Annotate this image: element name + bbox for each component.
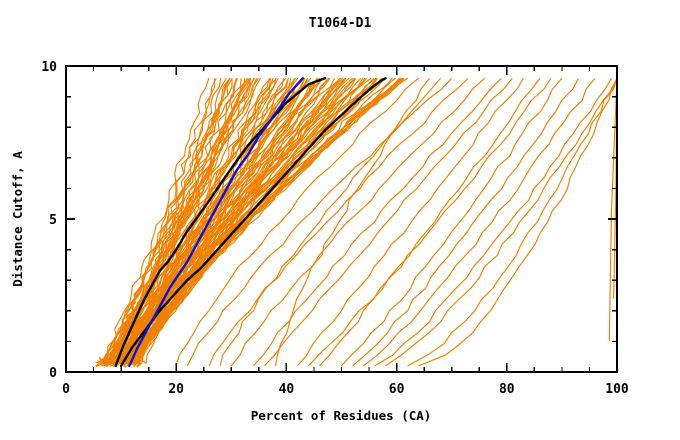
ensemble-curve [119, 77, 323, 365]
ensemble-curve [95, 78, 210, 364]
ensemble-curve [136, 77, 408, 368]
ensemble-outlier-curve [208, 77, 469, 367]
ensemble-curve [103, 78, 231, 365]
page-title: T1064-D1 [308, 16, 372, 31]
ensemble-curve [140, 77, 404, 365]
target-curve-line [128, 77, 305, 368]
ensemble-outlier-curve [319, 77, 541, 367]
ensemble-curve [117, 77, 330, 365]
y-axis-label: Distance Cutoff, A [10, 151, 25, 287]
ensemble-outlier-curve [352, 77, 579, 367]
y-axis-ticks [66, 65, 617, 373]
x-axis-label: Percent of Residues (CA) [251, 408, 432, 423]
ensemble-curve [105, 77, 259, 367]
ensemble-outlier-curve [296, 77, 524, 367]
ensemble-curve [132, 77, 382, 365]
ensemble-curves [95, 77, 617, 368]
ensemble-saturating-curve [608, 78, 617, 342]
ensemble-outlier-curve [407, 78, 617, 367]
ensemble-curve [97, 77, 231, 365]
y-tick-label: 5 [49, 213, 57, 228]
ensemble-outlier-curve [263, 77, 513, 367]
ensemble-curve [99, 78, 216, 365]
target-curve [128, 77, 305, 368]
ensemble-outlier-curve [230, 77, 486, 367]
axis-frame [65, 65, 618, 373]
ensemble-outlier-curve [175, 77, 420, 367]
ensemble-outlier-curve [219, 77, 442, 367]
y-tick-label: 0 [49, 366, 57, 381]
ensemble-outlier-curve [341, 77, 563, 367]
reference-curves [114, 77, 387, 368]
ensemble-curve [131, 77, 384, 365]
ensemble-outlier-curve [186, 77, 453, 367]
tick-labels: 0 20 40 60 80 100 0 5 10 [41, 60, 629, 397]
ensemble-curve [124, 77, 331, 368]
reference-curve [119, 77, 387, 368]
ensemble-curve [119, 77, 342, 365]
x-tick-label: 40 [279, 382, 295, 397]
ensemble-outlier-curve [374, 77, 612, 367]
ensemble-curve [116, 77, 321, 365]
ensemble-outlier-curve [274, 77, 431, 366]
ensemble-curve [133, 77, 393, 365]
y-tick-label: 10 [41, 60, 57, 75]
x-tick-label: 80 [499, 382, 515, 397]
reference-curve [114, 77, 327, 368]
x-tick-label: 100 [605, 382, 629, 397]
x-tick-label: 20 [168, 382, 184, 397]
ensemble-curve [101, 77, 258, 367]
x-tick-label: 0 [62, 382, 70, 397]
x-tick-label: 60 [389, 382, 405, 397]
ensemble-outlier-curve [363, 77, 596, 367]
ensemble-outlier-curve [418, 77, 617, 367]
ensemble-outlier-curve [385, 78, 617, 367]
ensemble-outlier-curve [308, 77, 552, 367]
ensemble-curve [103, 77, 249, 365]
x-axis-ticks [65, 66, 618, 372]
ensemble-curve [132, 77, 378, 366]
